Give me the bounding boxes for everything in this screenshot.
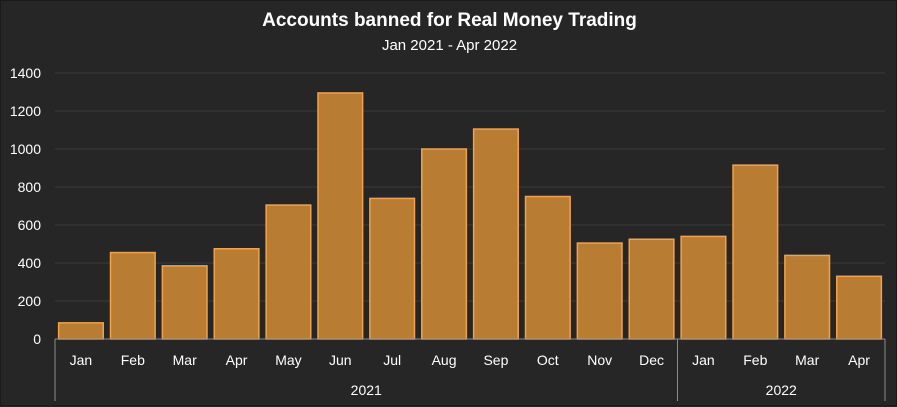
x-tick-label: Feb	[743, 352, 767, 368]
group-label: 2022	[766, 382, 797, 398]
y-tick-label: 1000	[10, 141, 41, 157]
x-tick-label: Apr	[226, 352, 248, 368]
bar	[213, 248, 260, 340]
y-tick-label: 200	[18, 293, 42, 309]
bar	[109, 251, 156, 340]
x-tick-label: Apr	[848, 352, 870, 368]
bar	[161, 265, 208, 340]
x-tick-label: Aug	[432, 352, 457, 368]
bar	[784, 254, 831, 340]
bar	[265, 204, 312, 340]
bar	[57, 322, 104, 340]
bar	[472, 128, 519, 340]
x-tick-label: Jul	[383, 352, 401, 368]
x-tick-label: Feb	[121, 352, 145, 368]
group-label: 2021	[351, 382, 382, 398]
bar	[680, 235, 727, 340]
x-tick-label: Sep	[483, 352, 508, 368]
x-tick-label: May	[275, 352, 301, 368]
y-tick-label: 800	[18, 179, 42, 195]
x-tick-label: Mar	[173, 352, 197, 368]
y-tick-label: 400	[18, 255, 42, 271]
x-tick-label: Jan	[70, 352, 93, 368]
x-tick-label: Oct	[537, 352, 559, 368]
y-tick-label: 1400	[10, 65, 41, 81]
bar	[836, 275, 883, 340]
y-tick-label: 1200	[10, 103, 41, 119]
x-tick-label: Jun	[329, 352, 352, 368]
y-tick-label: 0	[33, 331, 41, 347]
chart-title: Accounts banned for Real Money Trading	[262, 10, 637, 31]
bar	[576, 242, 623, 340]
x-tick-label: Jan	[692, 352, 715, 368]
bar	[732, 164, 779, 340]
bar	[421, 148, 468, 340]
x-tick-label: Mar	[795, 352, 819, 368]
y-tick-label: 600	[18, 217, 42, 233]
x-tick-label: Dec	[639, 352, 664, 368]
bar	[317, 92, 364, 340]
bar	[369, 197, 416, 340]
chart-subtitle: Jan 2021 - Apr 2022	[381, 37, 518, 54]
x-tick-label: Nov	[587, 352, 612, 368]
bar	[628, 238, 675, 340]
bar	[524, 195, 571, 340]
